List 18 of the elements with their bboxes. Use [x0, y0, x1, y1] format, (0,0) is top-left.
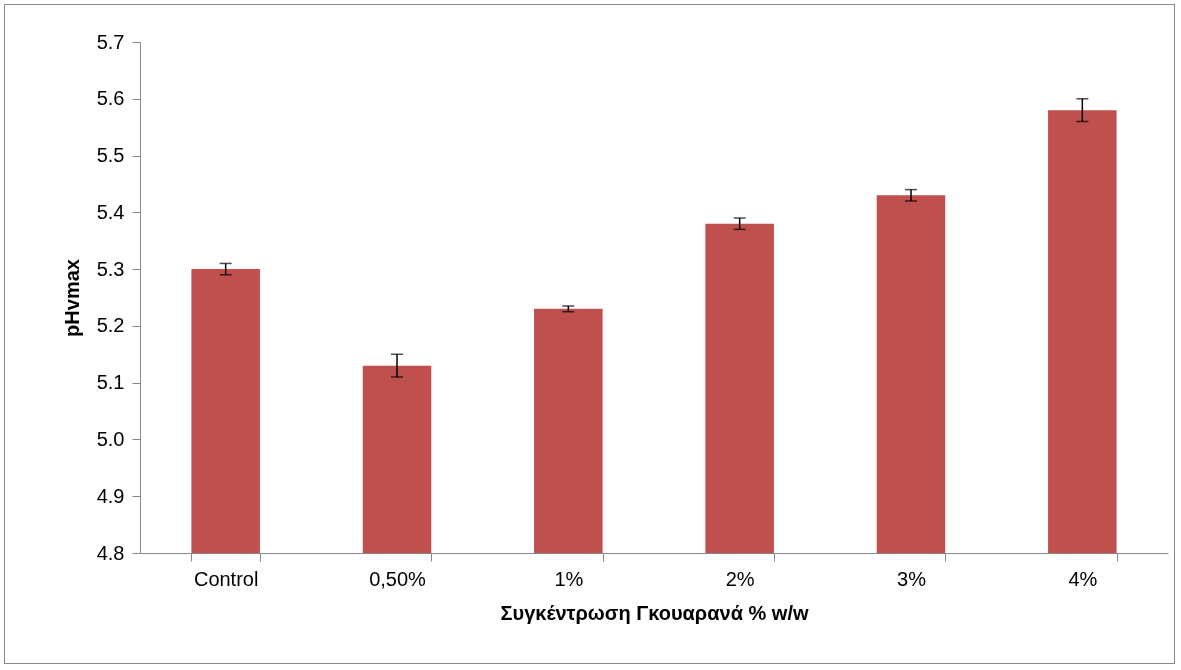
y-tick-label: 5.3 — [96, 257, 125, 280]
y-tick-label: 5.0 — [96, 427, 125, 450]
y-tick-label: 5.1 — [96, 371, 125, 394]
x-tick-label: 2% — [725, 567, 755, 590]
y-axis-title: pHvmax — [60, 259, 83, 337]
x-tick-label: 0,50% — [369, 567, 427, 590]
x-tick-label: 3% — [897, 567, 927, 590]
y-tick-label: 5.2 — [96, 314, 125, 337]
x-tick-label: 4% — [1068, 567, 1098, 590]
y-tick-label: 5.5 — [96, 144, 125, 167]
x-tick-label: 1% — [554, 567, 584, 590]
y-tick-label: 4.8 — [96, 541, 125, 564]
y-tick-label: 5.6 — [96, 87, 125, 110]
x-tick-label: Control — [193, 567, 259, 590]
y-tick-label: 5.7 — [96, 30, 125, 53]
y-tick-label: 4.9 — [96, 484, 125, 507]
x-axis-title: Συγκέντρωση Γκουαρανά % w/w — [500, 601, 809, 624]
y-tick-label: 5.4 — [96, 200, 125, 223]
